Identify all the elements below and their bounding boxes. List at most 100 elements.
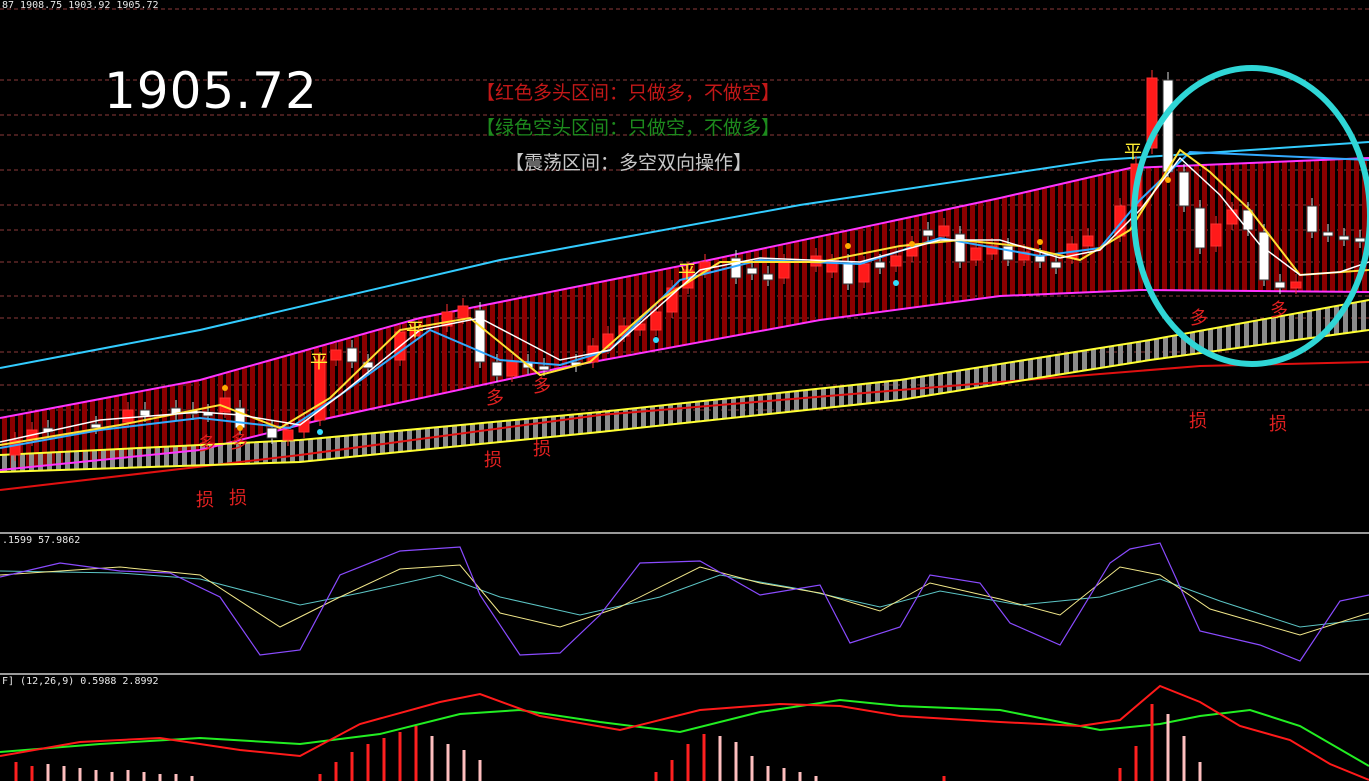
macd-histogram-bar xyxy=(702,734,706,781)
band-fill-stripe xyxy=(242,368,247,440)
bull-candle xyxy=(778,261,790,279)
support-upper-line xyxy=(0,299,1369,456)
price-chart-pane[interactable]: 87 1908.75 1903.92 1905.72 1905.72 【红色多头… xyxy=(0,0,1369,532)
support-band-stripe xyxy=(1316,309,1321,338)
band-fill-stripe xyxy=(138,391,143,457)
bull-candle xyxy=(298,419,310,433)
macd-histogram-bar xyxy=(814,776,818,781)
band-fill-stripe xyxy=(258,363,263,436)
support-band-stripe xyxy=(1046,356,1051,377)
band-fill-stripe xyxy=(290,354,295,428)
macd-histogram-bar xyxy=(654,772,658,781)
support-band-stripe xyxy=(929,375,934,396)
bear-candle xyxy=(474,309,486,363)
support-band-stripe xyxy=(704,400,709,421)
support-band-stripe xyxy=(344,435,349,458)
close-signal-label: 平 xyxy=(678,262,696,283)
pane-separator[interactable] xyxy=(0,673,1369,675)
bear-candle xyxy=(491,361,503,377)
bear-candle xyxy=(1002,245,1014,261)
support-band-stripe xyxy=(236,443,241,465)
support-band-stripe xyxy=(821,388,826,409)
support-band-stripe xyxy=(812,389,817,410)
support-band-stripe xyxy=(1082,350,1087,371)
bull-candle xyxy=(409,329,421,337)
bull-candle xyxy=(890,255,902,267)
macd-histogram-bar xyxy=(142,772,146,781)
legend-green-zone: 【绿色空头区间：只做空，不做多】 xyxy=(476,117,781,139)
macd-canvas[interactable] xyxy=(0,676,1369,781)
macd-pane[interactable]: F] (12,26,9) 0.5988 2.8992 xyxy=(0,676,1369,781)
bear-candle xyxy=(874,261,886,269)
oscillator-canvas[interactable] xyxy=(0,535,1369,673)
band-fill-stripe xyxy=(586,284,591,364)
support-band-stripe xyxy=(29,453,34,472)
support-band-stripe xyxy=(470,424,475,445)
macd-histogram-bar xyxy=(478,760,482,781)
highlight-circle xyxy=(1131,65,1369,367)
oscillator-pane[interactable]: .1599 57.9862 xyxy=(0,535,1369,673)
support-band-stripe xyxy=(1118,345,1123,366)
band-fill-stripe xyxy=(690,264,695,344)
bull-candle xyxy=(1226,209,1238,225)
band-fill-stripe xyxy=(874,224,879,313)
macd-histogram-bar xyxy=(174,774,178,781)
support-band-stripe xyxy=(1091,349,1096,370)
support-band-stripe xyxy=(353,435,358,457)
macd-header: F] (12,26,9) 0.5988 2.8992 xyxy=(2,676,159,687)
support-band-stripe xyxy=(128,448,133,468)
support-band-stripe xyxy=(173,446,178,467)
band-fill-stripe xyxy=(1146,167,1151,291)
oscillator-signal-line xyxy=(0,570,1369,628)
support-band-stripe xyxy=(659,405,664,426)
band-fill-stripe xyxy=(610,280,615,359)
support-band-stripe xyxy=(848,385,853,406)
band-fill-stripe xyxy=(1258,162,1263,292)
long-signal-label: 多 xyxy=(533,376,551,397)
support-band-stripe xyxy=(1019,360,1024,381)
support-band-stripe xyxy=(1208,329,1213,353)
support-band-stripe xyxy=(281,440,286,463)
support-band-stripe xyxy=(1073,352,1078,373)
band-fill-stripe xyxy=(706,260,711,342)
support-band-stripe xyxy=(1262,319,1267,345)
band-fill-stripe xyxy=(802,240,807,324)
macd-histogram-bar xyxy=(1134,746,1138,781)
support-band-stripe xyxy=(749,396,754,417)
long-signal-label: 多 xyxy=(1190,308,1208,329)
support-lower-line xyxy=(0,329,1369,473)
support-band-stripe xyxy=(758,395,763,416)
band-fill-stripe xyxy=(722,257,727,339)
support-band-stripe xyxy=(272,441,277,463)
band-fill-stripe xyxy=(1170,166,1175,291)
macd-histogram-bar xyxy=(30,766,34,781)
fast-ma-line xyxy=(0,148,1369,446)
bear-candle xyxy=(1354,237,1366,243)
band-fill-stripe xyxy=(1346,158,1351,292)
band-fill-stripe xyxy=(682,265,687,346)
support-band-stripe xyxy=(632,408,637,429)
long-signal-label: 多 xyxy=(230,432,248,453)
support-band-stripe xyxy=(227,443,232,465)
price-chart-canvas[interactable]: 平平平平多 多多多多 多损 损损损损损 xyxy=(0,0,1369,532)
signal-dot xyxy=(845,243,851,249)
bear-candle xyxy=(746,267,758,275)
band-fill-stripe xyxy=(490,304,495,384)
stop-loss-label: 损 xyxy=(1189,411,1207,432)
support-band-stripe xyxy=(992,365,997,386)
band-fill-stripe xyxy=(1354,158,1359,292)
bull-candle xyxy=(1018,251,1030,261)
band-fill-stripe xyxy=(514,299,519,378)
stop-loss-label: 损 xyxy=(533,439,551,460)
signal-dot xyxy=(909,241,915,247)
band-fill-stripe xyxy=(1018,193,1023,296)
support-band-stripe xyxy=(1055,355,1060,376)
support-band-stripe xyxy=(668,404,673,425)
pane-separator[interactable] xyxy=(0,532,1369,534)
support-band-stripe xyxy=(1172,335,1177,357)
bull-candle xyxy=(1082,235,1094,247)
band-fill-stripe xyxy=(266,361,271,434)
band-fill-stripe xyxy=(1282,161,1287,292)
bull-candle xyxy=(1290,281,1302,289)
support-band-stripe xyxy=(1226,326,1231,350)
